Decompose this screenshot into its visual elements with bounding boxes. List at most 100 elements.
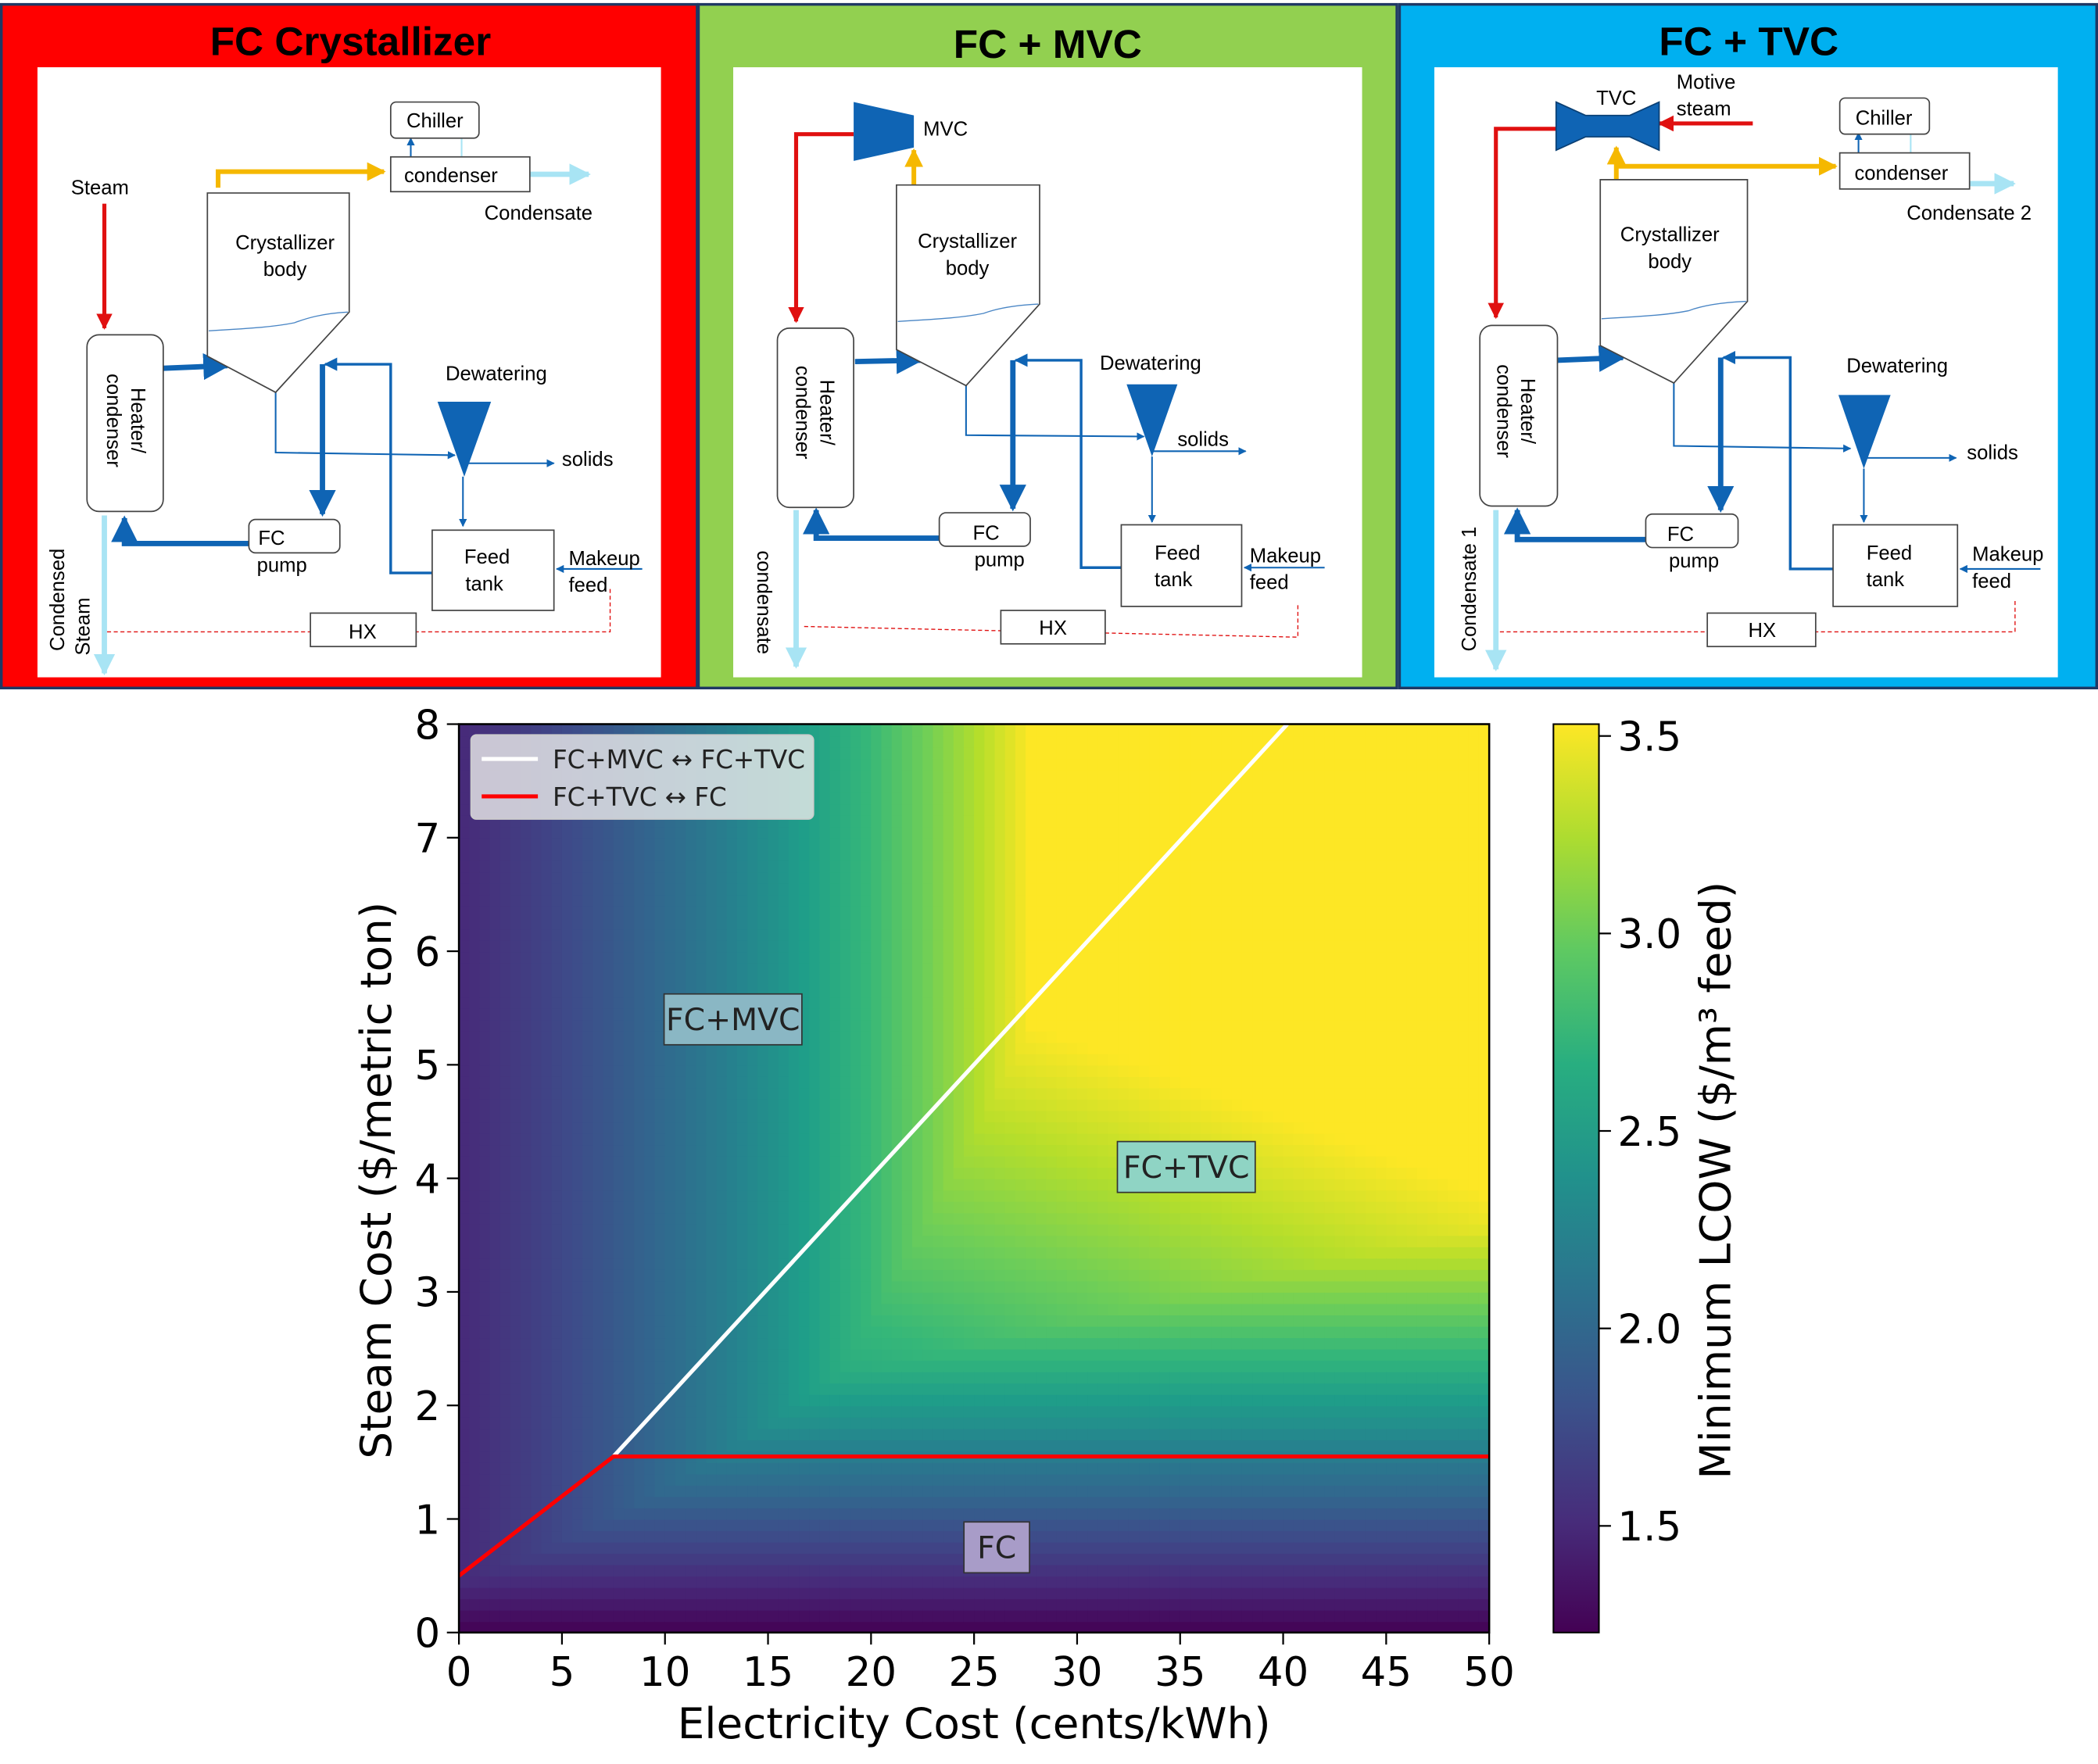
heat-cell bbox=[736, 1098, 749, 1111]
heat-cell bbox=[593, 1621, 604, 1633]
heat-cell bbox=[613, 724, 625, 737]
heat-cell bbox=[1056, 1360, 1068, 1372]
heat-cell bbox=[1026, 905, 1037, 918]
heat-cell bbox=[582, 1178, 594, 1191]
heat-cell bbox=[953, 1087, 965, 1100]
heat-cell bbox=[891, 769, 903, 782]
heat-cell bbox=[984, 837, 996, 850]
heat-cell bbox=[788, 1383, 800, 1395]
heat-cell bbox=[624, 905, 635, 918]
heat-cell bbox=[861, 1132, 872, 1146]
heat-cell bbox=[1036, 917, 1047, 930]
heat-cell bbox=[963, 1383, 976, 1395]
heat-cell bbox=[1036, 1484, 1047, 1497]
heat-cell bbox=[613, 1155, 625, 1168]
heat-cell bbox=[994, 1496, 1006, 1509]
heat-cell bbox=[1015, 1473, 1027, 1486]
heat-cell bbox=[768, 871, 779, 884]
heat-cell bbox=[933, 769, 944, 782]
heat-cell bbox=[1056, 1268, 1068, 1282]
heat-cell bbox=[686, 1576, 697, 1588]
heat-cell bbox=[469, 724, 481, 737]
heat-cell bbox=[953, 1462, 965, 1475]
heat-cell bbox=[479, 1519, 491, 1532]
heat-cell bbox=[603, 882, 614, 896]
heat-cell bbox=[634, 974, 646, 986]
heat-cell bbox=[984, 1428, 996, 1440]
heat-cell bbox=[634, 1462, 646, 1475]
heat-cell bbox=[809, 724, 821, 737]
heat-cell bbox=[819, 1439, 831, 1452]
heat-cell bbox=[613, 1530, 625, 1543]
heat-cell bbox=[459, 849, 471, 861]
heat-cell bbox=[912, 1326, 924, 1339]
heat-cell bbox=[871, 1519, 883, 1532]
heat-cell bbox=[634, 837, 646, 850]
heat-cell bbox=[634, 1132, 646, 1146]
heat-cell bbox=[984, 1439, 996, 1452]
heat-cell bbox=[901, 814, 914, 828]
heat-cell bbox=[634, 1053, 646, 1066]
heat-cell bbox=[871, 1576, 883, 1588]
heat-cell bbox=[778, 1598, 789, 1611]
heat-cell bbox=[675, 1416, 687, 1429]
heat-cell bbox=[634, 1280, 646, 1293]
heat-cell bbox=[819, 1190, 831, 1202]
heat-cell bbox=[613, 1087, 625, 1100]
heat-cell bbox=[799, 939, 811, 953]
heat-cell bbox=[664, 1122, 676, 1134]
heat-cell bbox=[850, 1122, 862, 1134]
heat-cell bbox=[1015, 1223, 1027, 1236]
heat-cell bbox=[613, 1337, 625, 1350]
heat-cell bbox=[624, 1258, 635, 1270]
heat-cell bbox=[850, 1144, 862, 1157]
heat-cell bbox=[479, 826, 491, 839]
heat-cell bbox=[613, 849, 625, 861]
heat-cell bbox=[850, 1383, 862, 1395]
heat-cell bbox=[510, 1348, 522, 1361]
heat-cell bbox=[943, 1212, 954, 1225]
bleed-line bbox=[965, 385, 1145, 441]
heat-cell bbox=[499, 929, 512, 941]
heat-cell bbox=[943, 882, 954, 896]
heat-cell bbox=[624, 1075, 635, 1089]
heat-cell bbox=[664, 882, 676, 896]
heat-cell bbox=[686, 1326, 697, 1339]
heat-cell bbox=[654, 1519, 666, 1532]
heat-cell bbox=[943, 1496, 954, 1509]
heat-cell bbox=[974, 1075, 986, 1089]
heat-cell bbox=[829, 1167, 841, 1179]
heat-cell bbox=[912, 1519, 924, 1532]
heat-cell bbox=[768, 1371, 779, 1384]
heat-cell bbox=[664, 1280, 676, 1293]
heat-cell bbox=[675, 860, 687, 873]
heat-cell bbox=[840, 1348, 852, 1361]
heat-cell bbox=[624, 1609, 635, 1623]
heat-cell bbox=[736, 1576, 749, 1588]
heat-cell bbox=[1026, 1598, 1037, 1611]
heat-cell bbox=[963, 837, 976, 850]
heat-cell bbox=[757, 1348, 769, 1361]
heat-cell bbox=[984, 1235, 996, 1247]
heat-cell bbox=[624, 1110, 635, 1123]
heat-cell bbox=[871, 1144, 883, 1157]
heat-cell bbox=[891, 939, 903, 953]
heat-cell bbox=[726, 1439, 739, 1452]
heat-cell bbox=[624, 1553, 635, 1565]
heat-cell bbox=[551, 985, 563, 998]
heat-cell bbox=[664, 1155, 676, 1168]
heat-cell bbox=[696, 974, 707, 986]
heat-cell bbox=[664, 1200, 676, 1214]
heat-cell bbox=[572, 1019, 584, 1032]
heat-cell bbox=[933, 1110, 944, 1123]
heat-cell bbox=[499, 1087, 512, 1100]
heat-cell bbox=[644, 1462, 656, 1475]
heat-cell bbox=[479, 1564, 491, 1577]
heat-cell bbox=[747, 724, 759, 737]
heat-cell bbox=[541, 1178, 553, 1191]
heat-cell bbox=[747, 837, 759, 850]
heat-cell bbox=[861, 1200, 872, 1214]
heat-cell bbox=[891, 1484, 903, 1497]
heat-cell bbox=[644, 1144, 656, 1157]
heat-cell bbox=[850, 1075, 862, 1089]
